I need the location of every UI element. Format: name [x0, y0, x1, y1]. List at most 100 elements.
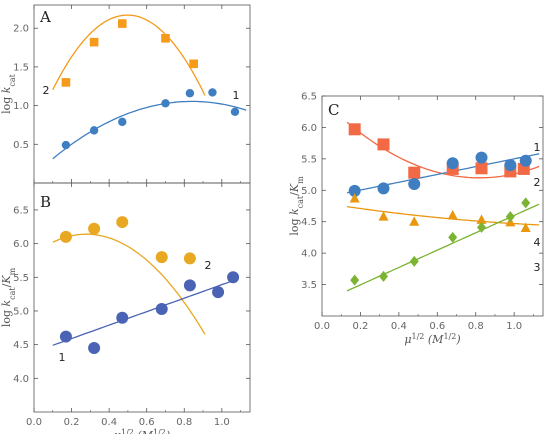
y-tick-label: 6.5: [301, 92, 317, 103]
x-tick-label: 0.2: [352, 321, 368, 332]
x-tick-label: 0.0: [26, 417, 42, 428]
fit-curve-series-2: [52, 233, 206, 335]
y-axis-label: log kcat/Km: [288, 176, 305, 236]
panel-letter: A: [39, 8, 51, 26]
data-point-series-1: [88, 342, 101, 355]
data-point-series-1: [59, 330, 72, 343]
data-point-series-1: [118, 117, 127, 127]
data-point-series-2: [155, 251, 168, 264]
x-tick-label: 1.0: [506, 321, 522, 332]
plot-frame: [33, 182, 251, 413]
data-point-series-1: [116, 311, 129, 324]
plot-frame: [321, 95, 544, 317]
y-tick-label: 5.5: [13, 273, 29, 284]
panel-letter: C: [328, 101, 339, 119]
series-label-2: 2: [205, 259, 212, 272]
y-tick-label: 5.0: [301, 186, 317, 197]
data-point-series-1: [161, 99, 170, 108]
series-label-2: 2: [43, 84, 50, 97]
data-point-series-2: [189, 59, 198, 69]
y-tick-label: 6.0: [301, 123, 317, 134]
data-point-series-2: [89, 37, 99, 47]
data-point-series-2: [61, 78, 71, 87]
series-label-1: 1: [233, 89, 240, 102]
data-point-series-2: [475, 162, 488, 175]
x-axis-label: μ1/2 (M1/2): [114, 428, 170, 434]
y-tick-label: 2.0: [13, 24, 29, 35]
y-tick-label: 1.0: [13, 101, 29, 112]
data-point-series-3: [349, 192, 360, 203]
y-tick-label: 6.0: [13, 239, 29, 250]
data-point-series-1: [183, 279, 196, 292]
data-point-series-3: [520, 222, 531, 232]
panel-c: 0.0 0.2 0.4 0.6 0.8 1.0 3.5 4.0 4.5 5.0 5.5 6.0 6.5 C…: [288, 92, 544, 347]
data-point-series-1: [519, 154, 532, 167]
x-tick-label: 0.6: [429, 321, 445, 332]
x-tick-label: 0.2: [64, 417, 80, 428]
data-point-series-1: [208, 88, 217, 97]
series-label-1: 1: [59, 351, 66, 364]
x-axis-label: μ1/2 (M1/2): [404, 332, 460, 347]
data-point-series-1: [227, 271, 240, 284]
y-tick-label: 4.5: [13, 340, 29, 351]
fit-curve-series-1: [52, 100, 247, 160]
y-tick-label: 6.5: [13, 205, 29, 216]
y-tick-label: 1.5: [13, 62, 29, 73]
y-tick-label: 4.0: [13, 374, 29, 385]
y-tick-label: 4.5: [301, 217, 317, 228]
data-point-series-1: [61, 140, 71, 150]
data-point-series-4: [409, 255, 419, 267]
data-point-series-2: [348, 123, 361, 136]
x-tick-label: 0.0: [314, 321, 330, 332]
y-tick-label: 0.5: [13, 140, 29, 151]
data-point-series-3: [476, 214, 487, 224]
data-point-series-1: [89, 126, 99, 135]
series-label-1: 1: [534, 141, 541, 154]
data-point-series-2: [161, 33, 170, 43]
y-axis-label: log kcat/Km: [0, 267, 17, 327]
x-tick-label: 0.6: [139, 417, 155, 428]
data-point-series-1: [155, 302, 168, 315]
data-point-series-4: [505, 211, 515, 223]
y-axis-label: log kcat: [0, 73, 17, 114]
panel-letter: B: [40, 193, 51, 211]
data-point-series-2: [59, 230, 72, 243]
fit-curve-series-2: [52, 14, 206, 96]
data-point-series-1: [408, 178, 421, 190]
plot-frame: [33, 4, 251, 184]
data-point-series-4: [521, 197, 531, 209]
data-point-series-1: [185, 89, 195, 98]
x-tick-label: 0.8: [176, 417, 192, 428]
data-point-series-4: [448, 231, 458, 243]
data-point-series-2: [88, 222, 101, 235]
data-point-series-4: [477, 221, 487, 233]
data-point-series-1: [348, 184, 361, 197]
data-point-series-1: [230, 107, 240, 117]
data-point-series-3: [409, 216, 420, 226]
data-point-series-1: [446, 157, 459, 170]
data-point-series-4: [350, 274, 360, 286]
series-label-2: 2: [534, 176, 541, 189]
fit-curve-series-1: [52, 279, 236, 346]
data-point-series-2: [183, 252, 196, 265]
series-label-3: 3: [534, 261, 541, 274]
y-tick-label: 5.5: [301, 154, 317, 165]
data-point-series-4: [378, 270, 388, 282]
data-point-series-3: [447, 209, 458, 220]
y-tick-label: 3.5: [301, 280, 317, 291]
y-tick-label: 4.0: [301, 249, 317, 260]
data-point-series-2: [408, 166, 421, 179]
data-point-series-1: [377, 182, 390, 195]
y-tick-label: 5.0: [13, 306, 29, 317]
x-tick-label: 0.8: [468, 321, 484, 332]
data-point-series-2: [116, 216, 129, 229]
data-point-series-1: [475, 151, 488, 164]
data-point-series-1: [212, 286, 225, 299]
x-tick-label: 1.0: [214, 417, 230, 428]
x-tick-label: 0.4: [391, 321, 407, 332]
data-point-series-2: [377, 138, 390, 151]
data-point-series-2: [117, 19, 127, 28]
series-label-4: 4: [534, 236, 541, 249]
